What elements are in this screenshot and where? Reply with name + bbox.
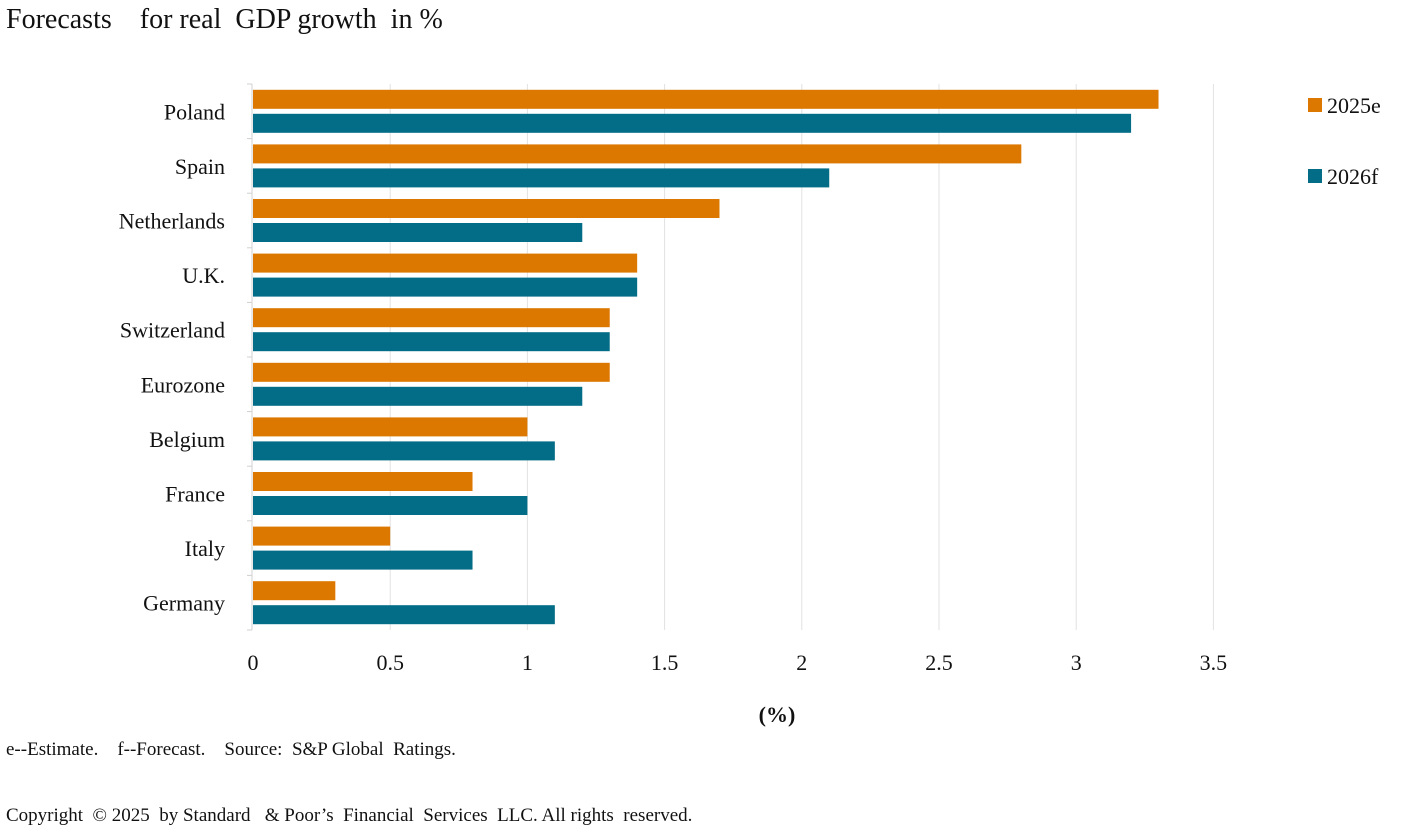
category-label: Netherlands [119,209,225,234]
bar-2026f-spain [253,168,830,188]
x-tick-label: 0.5 [376,650,404,675]
x-tick-labels: 0 0.5 1 1.5 2 2.5 3 3.5 [248,650,1228,675]
bar-2025e-italy [253,526,391,546]
bar-2026f-belgium [253,441,555,461]
bar-2025e-belgium [253,417,528,437]
category-label: U.K. [182,263,225,288]
bar-2025e-spain [253,144,1022,164]
x-tick-label: 1.5 [651,650,679,675]
bar-2025e-poland [253,89,1159,109]
bar-2026f-netherlands [253,223,583,242]
x-tick-label: 2 [796,650,807,675]
bars [253,89,1159,625]
chart-title: Forecasts for real GDP growth in % [6,4,443,35]
copyright: Copyright © 2025 by Standard & Poor’s Fi… [6,805,693,826]
bar-2026f-france [253,496,528,515]
x-tick-label: 3.5 [1200,650,1228,675]
bar-2025e-uk [253,253,638,273]
y-axis [247,83,253,631]
bar-2025e-germany [253,581,336,601]
bar-2026f-germany [253,605,555,625]
legend-swatch-2026f [1308,169,1322,183]
bar-2026f-switzerland [253,332,610,352]
category-label: Eurozone [141,372,225,397]
x-tick-label: 1 [522,650,533,675]
x-tick-label: 0 [248,650,259,675]
legend-swatch-2025e [1308,98,1322,112]
bar-2025e-france [253,472,473,491]
bar-2026f-poland [253,113,1132,133]
x-axis-label: (%) [759,702,796,727]
category-label: Spain [175,154,225,179]
legend-label-2025e: 2025e [1327,93,1381,118]
category-label: Belgium [149,427,225,452]
bar-2026f-italy [253,550,473,570]
category-labels: Poland Spain Netherlands U.K. Switzerland Eur… [119,99,225,615]
bar-2026f-eurozone [253,386,583,406]
footnote: e--Estimate. f--Forecast. Source: S&P Gl… [6,739,456,760]
bar-2026f-uk [253,277,638,297]
bar-2025e-eurozone [253,362,610,382]
bar-2025e-netherlands [253,199,720,218]
bar-2025e-switzerland [253,308,610,328]
category-label: Switzerland [120,318,225,343]
category-label: Germany [143,591,225,616]
gridlines [389,84,1214,630]
category-label: Poland [164,99,225,124]
x-tick-label: 3 [1071,650,1082,675]
legend-label-2026f: 2026f [1327,164,1379,189]
category-label: Italy [185,536,225,561]
legend: 2025e 2026f [1308,93,1381,189]
category-label: France [165,482,225,507]
x-tick-label: 2.5 [925,650,953,675]
